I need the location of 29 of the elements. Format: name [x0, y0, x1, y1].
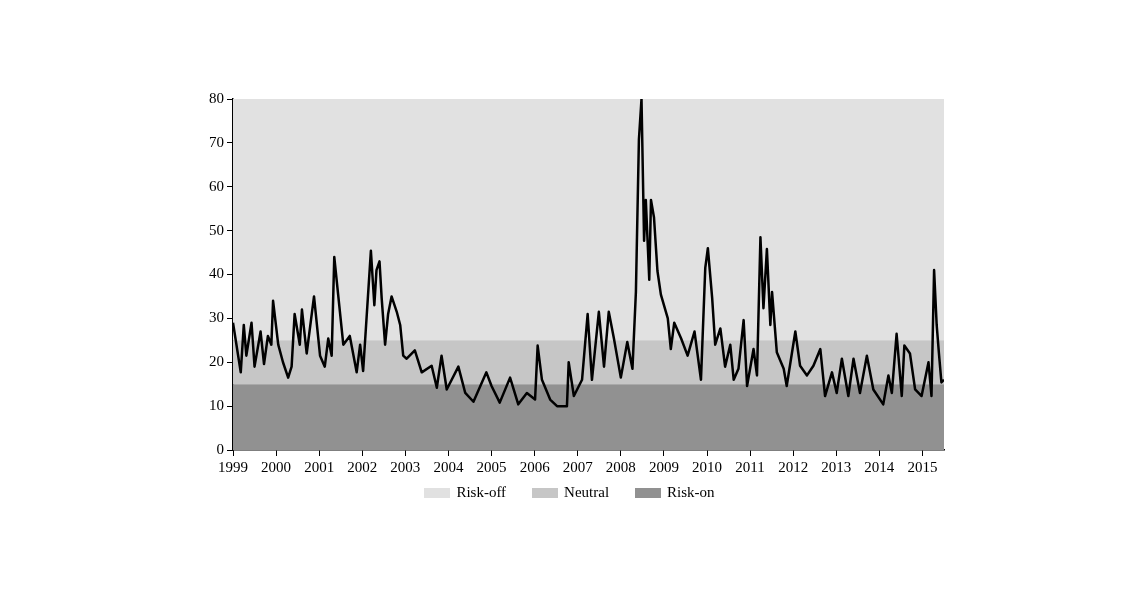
x-tick-label: 2002 [347, 458, 378, 475]
legend-label: Risk-off [456, 484, 507, 501]
x-tick-label: 2005 [476, 458, 507, 475]
x-tick-label: 2000 [261, 458, 292, 475]
x-tick-label: 2001 [304, 458, 335, 475]
y-tick-label: 30 [209, 309, 224, 326]
x-tick-label: 2015 [907, 458, 938, 475]
y-tick-label: 70 [209, 133, 224, 150]
y-tick-label: 80 [209, 89, 224, 106]
y-tick-label: 20 [209, 353, 224, 370]
x-tick-label: 2007 [562, 458, 594, 475]
x-tick-label: 2014 [864, 458, 895, 475]
x-tick-label: 1999 [218, 458, 248, 475]
y-tick-label: 60 [209, 177, 224, 194]
y-tick-label: 50 [209, 221, 224, 238]
y-tick-label: 0 [216, 440, 224, 457]
x-tick-label: 2011 [735, 458, 765, 475]
x-tick-label: 2003 [390, 458, 421, 475]
x-tick-label: 2009 [648, 458, 679, 475]
x-tick-label: 2006 [519, 458, 551, 475]
y-tick-label: 10 [209, 397, 224, 414]
x-tick-label: 2008 [605, 458, 636, 475]
legend-label: Neutral [564, 484, 610, 501]
legend-label: Risk-on [667, 484, 715, 501]
y-tick-label: 40 [209, 265, 224, 282]
x-tick-label: 2012 [778, 458, 809, 475]
x-tick-label: 2004 [433, 458, 464, 475]
x-tick-label: 2013 [821, 458, 852, 475]
x-tick-label: 2010 [692, 458, 722, 475]
